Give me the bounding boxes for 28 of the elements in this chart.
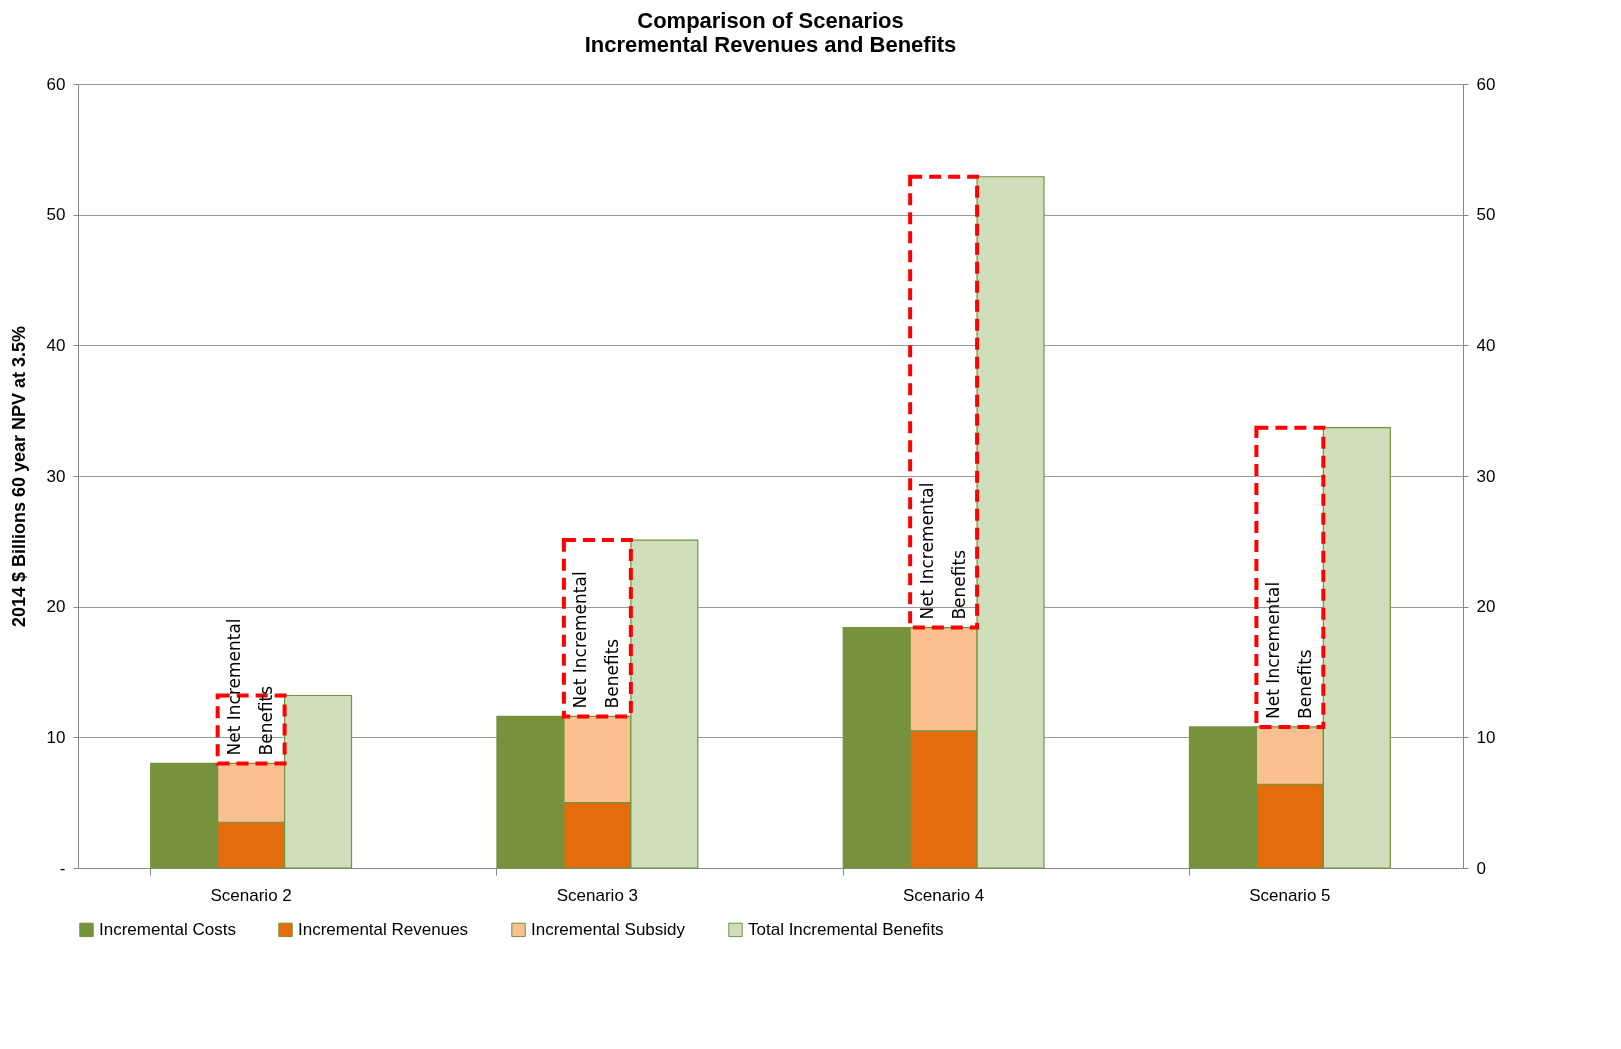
y2-tick-label: 40 <box>1476 335 1496 355</box>
text: Net Incremental Benefits <box>916 482 969 620</box>
legend-label: Incremental Revenues <box>298 919 469 939</box>
text: Net Incremental Benefits <box>570 571 623 709</box>
y-axis-title: 2014 $ Billions 60 year NPV at 3.5% <box>8 325 29 628</box>
y-tick-label: 20 <box>46 597 66 617</box>
y-tick-label: - <box>59 858 66 878</box>
y2-tick-label: 60 <box>1476 74 1496 94</box>
text: Net Incremental Benefits <box>1262 581 1315 719</box>
legend-label: Total Incremental Benefits <box>748 919 944 939</box>
legend-label: Incremental Subsidy <box>531 919 686 939</box>
y-tick-label: 60 <box>46 74 66 94</box>
y2-tick-label: 30 <box>1476 466 1496 486</box>
y-tick-label: 40 <box>46 335 66 355</box>
text: Net Incremental Benefits <box>224 618 277 756</box>
y2-tick-label: 10 <box>1476 727 1496 747</box>
x-tick-label: Scenario 5 <box>1249 885 1331 905</box>
x-tick-label: Scenario 3 <box>556 885 639 905</box>
y2-tick-label: 50 <box>1476 205 1496 225</box>
y2-tick-label: 0 <box>1476 858 1486 878</box>
y-tick-label: 30 <box>46 466 66 486</box>
x-tick-label: Scenario 4 <box>902 885 985 905</box>
x-tick-label: Scenario 2 <box>210 885 292 905</box>
y2-tick-label: 20 <box>1476 597 1496 617</box>
chart-title: Comparison of Scenarios Incremental Revenues and Benefits <box>584 8 957 57</box>
y-tick-label: 50 <box>46 205 66 225</box>
y-tick-label: 10 <box>46 727 66 747</box>
legend-label: Incremental Costs <box>99 919 236 939</box>
